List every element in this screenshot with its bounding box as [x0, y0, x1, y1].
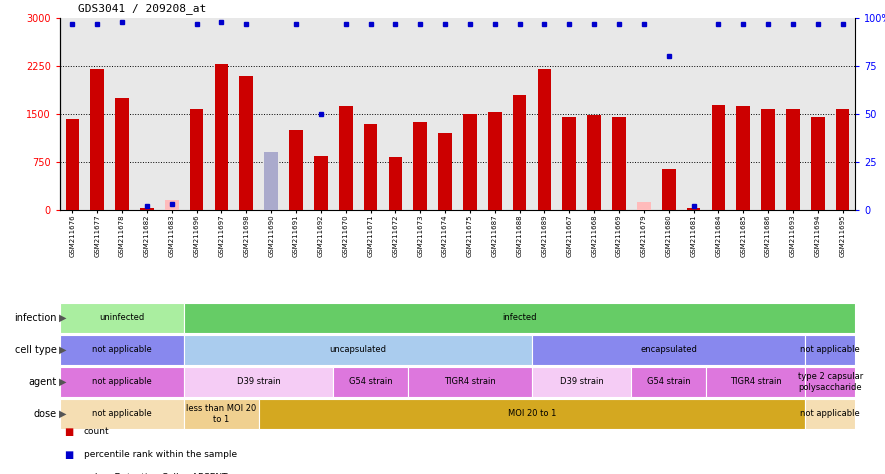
Bar	[637, 201, 650, 210]
Text: ▶: ▶	[59, 409, 66, 419]
FancyBboxPatch shape	[258, 399, 805, 429]
Text: not applicable: not applicable	[800, 410, 860, 419]
Text: encapsulated: encapsulated	[640, 346, 697, 355]
Bar	[488, 112, 502, 210]
Bar	[364, 124, 377, 210]
Bar	[289, 130, 303, 210]
Text: count: count	[84, 428, 110, 437]
FancyBboxPatch shape	[184, 399, 258, 429]
Text: dose: dose	[34, 409, 57, 419]
FancyBboxPatch shape	[334, 367, 408, 397]
Text: type 2 capsular
polysaccharide: type 2 capsular polysaccharide	[797, 372, 863, 392]
Text: TIGR4 strain: TIGR4 strain	[444, 377, 496, 386]
Text: not applicable: not applicable	[800, 346, 860, 355]
Text: G54 strain: G54 strain	[349, 377, 392, 386]
FancyBboxPatch shape	[805, 335, 855, 365]
Text: ■: ■	[65, 450, 73, 460]
FancyBboxPatch shape	[60, 367, 184, 397]
Text: ▶: ▶	[59, 377, 66, 387]
Text: MOI 20 to 1: MOI 20 to 1	[508, 410, 556, 419]
Bar	[314, 155, 327, 210]
FancyBboxPatch shape	[532, 335, 805, 365]
Bar	[413, 122, 427, 210]
Text: value, Detection Call = ABSENT: value, Detection Call = ABSENT	[84, 473, 227, 474]
Text: less than MOI 20
to 1: less than MOI 20 to 1	[187, 404, 257, 424]
Bar	[189, 109, 204, 210]
FancyBboxPatch shape	[805, 399, 855, 429]
FancyBboxPatch shape	[60, 302, 184, 333]
Text: not applicable: not applicable	[92, 410, 152, 419]
FancyBboxPatch shape	[184, 335, 532, 365]
Text: infected: infected	[503, 313, 537, 322]
Bar	[786, 109, 800, 210]
Text: TIGR4 strain: TIGR4 strain	[730, 377, 781, 386]
Text: percentile rank within the sample: percentile rank within the sample	[84, 450, 237, 459]
Bar	[265, 153, 278, 210]
FancyBboxPatch shape	[60, 399, 184, 429]
Bar	[339, 106, 352, 210]
FancyBboxPatch shape	[631, 367, 706, 397]
Bar	[662, 169, 675, 210]
FancyBboxPatch shape	[184, 367, 334, 397]
Text: ▶: ▶	[59, 313, 66, 323]
Text: not applicable: not applicable	[92, 377, 152, 386]
FancyBboxPatch shape	[706, 367, 805, 397]
FancyBboxPatch shape	[805, 367, 855, 397]
FancyBboxPatch shape	[60, 335, 184, 365]
Text: agent: agent	[28, 377, 57, 387]
Bar	[140, 208, 154, 210]
Text: D39 strain: D39 strain	[237, 377, 281, 386]
Bar	[835, 109, 850, 210]
Bar	[512, 95, 527, 210]
Text: D39 strain: D39 strain	[560, 377, 604, 386]
Bar	[761, 109, 775, 210]
Text: uninfected: uninfected	[99, 313, 145, 322]
Bar	[612, 117, 626, 210]
Bar	[240, 75, 253, 210]
Bar	[90, 69, 104, 210]
Bar	[389, 157, 402, 210]
Text: GDS3041 / 209208_at: GDS3041 / 209208_at	[78, 3, 206, 14]
Bar	[65, 119, 80, 210]
Text: G54 strain: G54 strain	[647, 377, 690, 386]
FancyBboxPatch shape	[184, 302, 855, 333]
Text: ■: ■	[65, 427, 73, 437]
Text: not applicable: not applicable	[92, 346, 152, 355]
Bar	[215, 64, 228, 210]
FancyBboxPatch shape	[408, 367, 532, 397]
Bar	[811, 117, 825, 210]
Bar	[115, 98, 129, 210]
Bar	[563, 117, 576, 210]
Bar	[736, 106, 750, 210]
Text: infection: infection	[14, 313, 57, 323]
Bar	[537, 69, 551, 210]
Bar	[687, 208, 700, 210]
Text: uncapsulated: uncapsulated	[329, 346, 387, 355]
Bar	[165, 201, 179, 210]
Bar	[588, 115, 601, 210]
Bar	[712, 105, 725, 210]
Text: ■: ■	[65, 473, 73, 474]
FancyBboxPatch shape	[532, 367, 631, 397]
Bar	[438, 133, 452, 210]
Bar	[463, 114, 477, 210]
Text: ▶: ▶	[59, 345, 66, 355]
Text: cell type: cell type	[15, 345, 57, 355]
